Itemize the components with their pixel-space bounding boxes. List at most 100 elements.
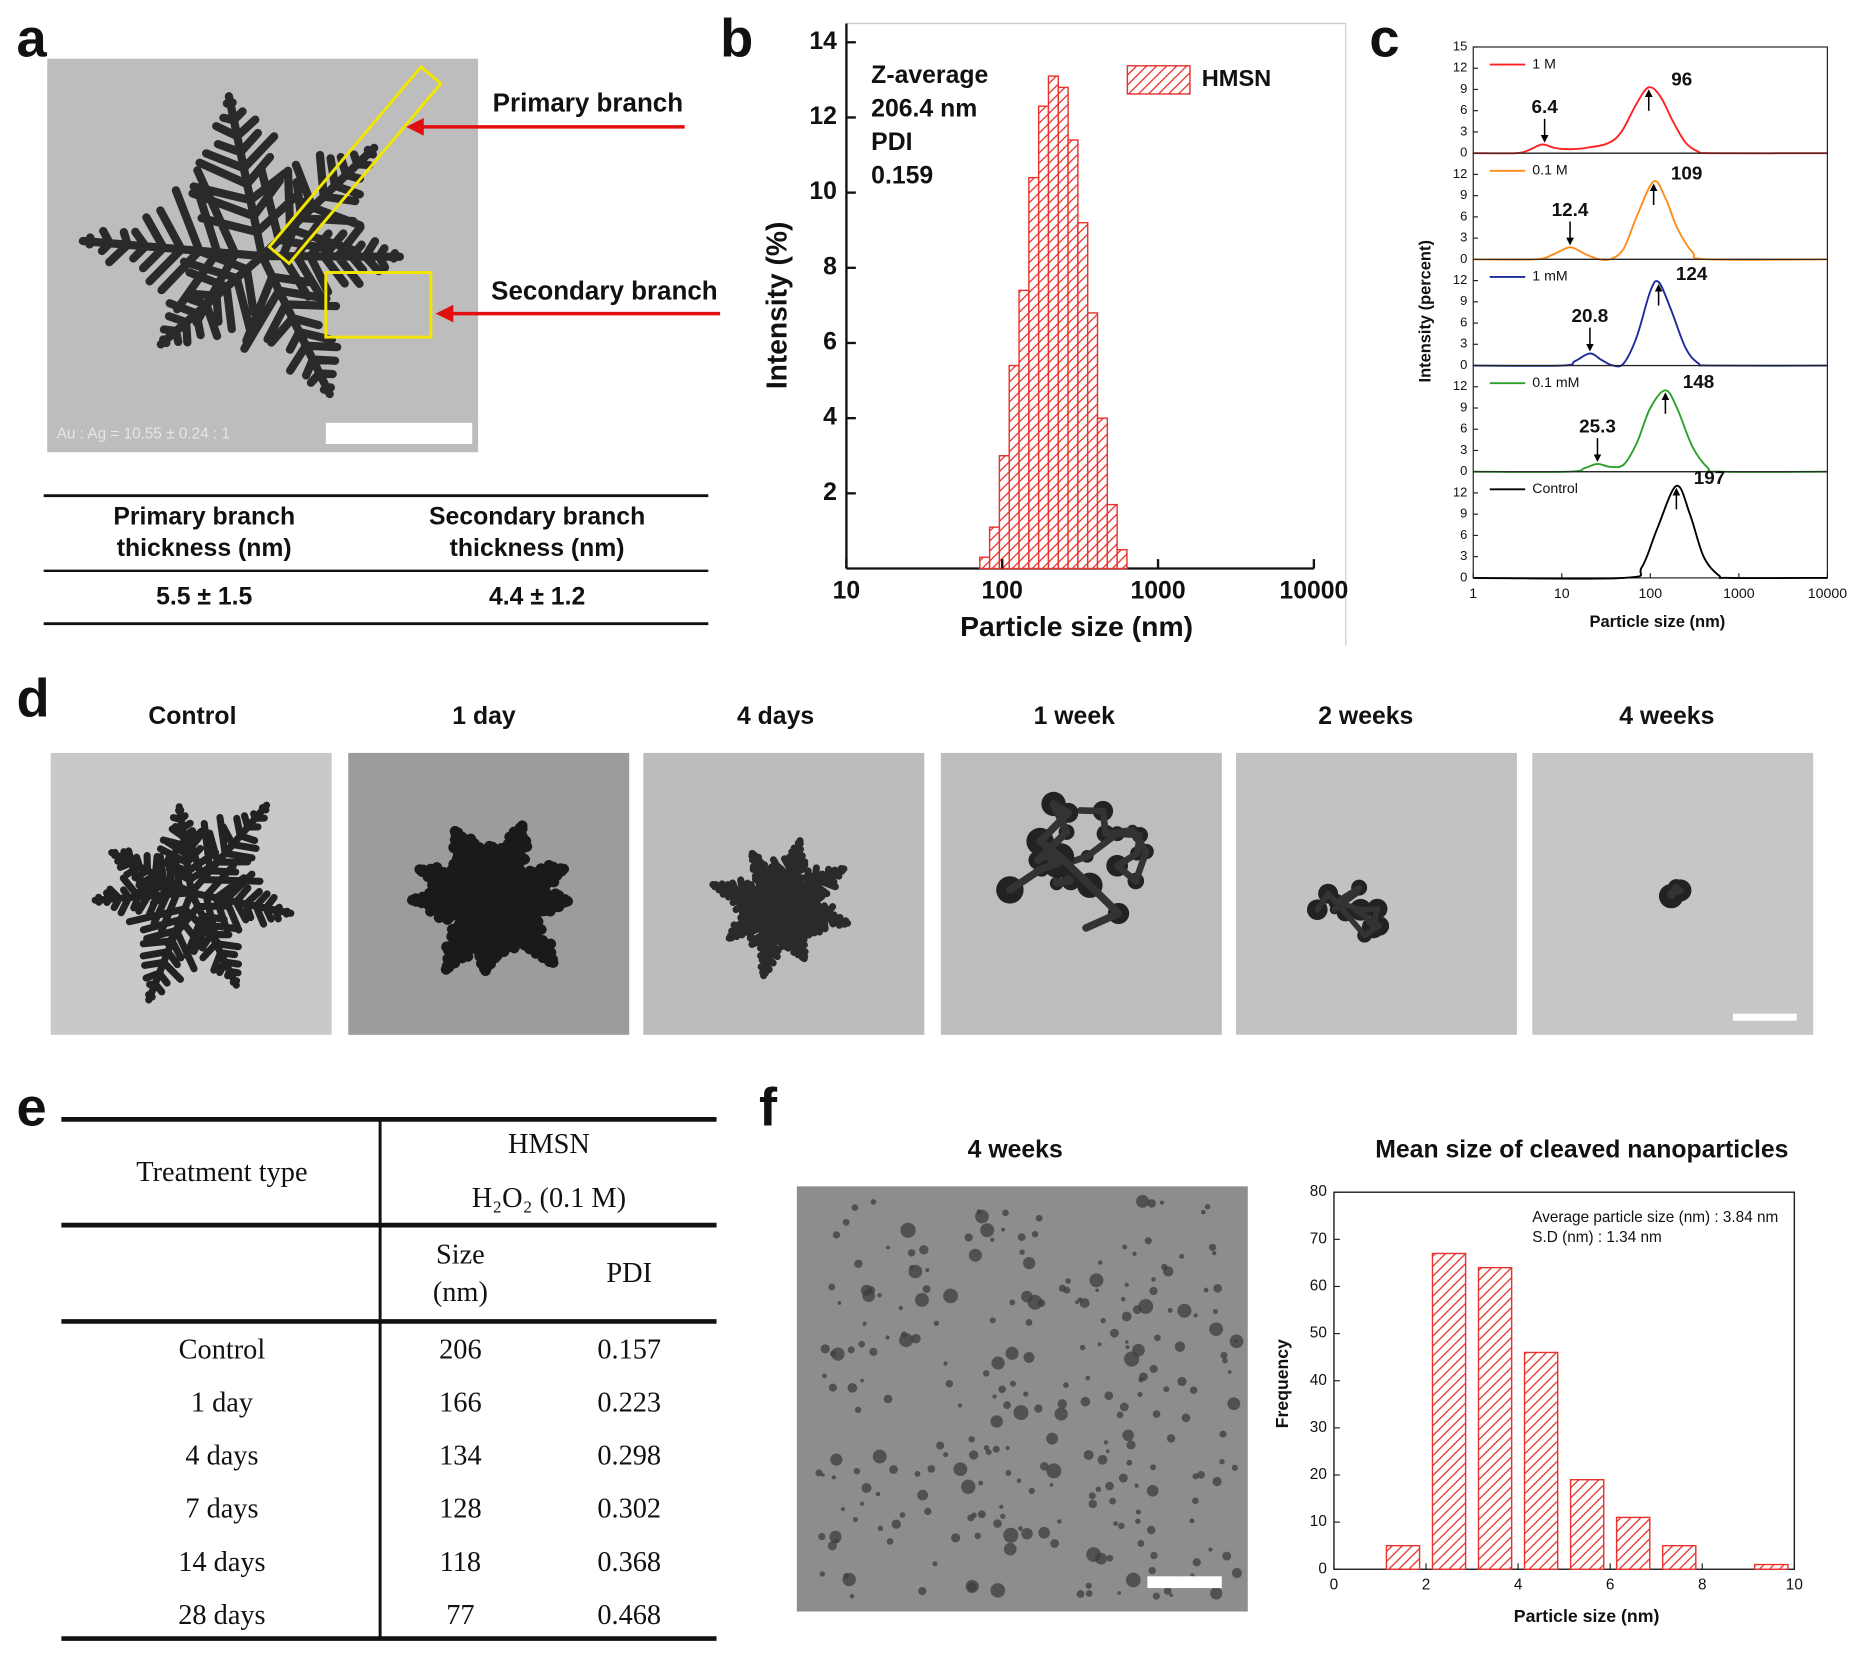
particle (1169, 1593, 1174, 1598)
x-tick-label: 1000 (1723, 585, 1755, 601)
y-tick-label: 0 (1460, 251, 1467, 266)
particle (922, 1285, 931, 1294)
particle (1147, 1199, 1156, 1208)
image-label: 2 weeks (1318, 703, 1413, 730)
particle (982, 1370, 990, 1377)
particle (1136, 1194, 1150, 1208)
particle (1085, 1375, 1091, 1381)
particle (822, 1373, 827, 1379)
bar (979, 556, 991, 570)
particle (1095, 1288, 1099, 1293)
y-tick-label: 6 (823, 329, 837, 356)
particle (1023, 1257, 1036, 1270)
peak-label: 12.4 (1552, 199, 1589, 220)
particle (831, 1475, 836, 1480)
table-cell: 5.5 ± 1.5 (156, 583, 253, 610)
panel-letter: b (720, 9, 753, 69)
table-cell: 0.468 (597, 1600, 661, 1631)
table-cell: 28 days (178, 1600, 265, 1631)
particle (1103, 1440, 1109, 1445)
particle (901, 1331, 908, 1338)
particle (1151, 1277, 1156, 1282)
particle (1038, 1526, 1051, 1539)
particle (932, 1561, 938, 1567)
y-tick-label: 9 (1460, 506, 1467, 521)
particle (1137, 1540, 1145, 1547)
x-tick-label: 0 (1330, 1577, 1339, 1594)
particle (840, 1507, 845, 1512)
bar (998, 455, 1010, 570)
particle (1057, 1399, 1068, 1409)
particle (828, 1383, 837, 1392)
image-label: 4 weeks (1619, 703, 1714, 730)
particle (854, 1406, 862, 1414)
particle (1000, 1513, 1006, 1519)
annotation: Average particle size (nm) : 3.84 nm (1532, 1209, 1778, 1226)
peak-label: 96 (1671, 68, 1692, 89)
particle (1095, 1486, 1102, 1492)
particle (1075, 1300, 1079, 1305)
y-tick-label: 6 (1460, 102, 1467, 117)
y-tick-label: 12 (1453, 272, 1467, 287)
y-tick-label: 6 (1460, 315, 1467, 330)
particle (1152, 1410, 1161, 1418)
particle (1231, 1464, 1238, 1471)
particle (1213, 1283, 1222, 1293)
particle (961, 1479, 976, 1494)
particle (1125, 1340, 1129, 1344)
particle (1003, 1542, 1017, 1556)
image-label: Control (148, 703, 236, 730)
particle (1149, 1286, 1158, 1296)
y-tick-label: 80 (1310, 1183, 1327, 1200)
image-caption: Au : Ag = 10.55 ± 0.24 : 1 (57, 426, 230, 443)
annotation: Secondary branch (491, 277, 717, 305)
peak-label: 6.4 (1531, 96, 1558, 117)
y-tick-label: 0 (1318, 1560, 1327, 1577)
y-tick-label: 6 (1460, 421, 1467, 436)
particle (989, 1317, 996, 1324)
x-tick-label: 10000 (1808, 585, 1848, 601)
particle (1009, 1299, 1016, 1306)
y-tick-label: 2 (823, 479, 837, 506)
particle (1125, 1572, 1141, 1588)
particle (1124, 1351, 1140, 1367)
bar (1037, 105, 1050, 570)
legend-swatch (1126, 65, 1191, 95)
particle (1150, 1464, 1157, 1471)
particle (830, 1453, 843, 1466)
particle (898, 1305, 903, 1311)
particle (1021, 1527, 1033, 1540)
particle (1005, 1346, 1019, 1360)
particle (1119, 1402, 1129, 1412)
bar (1077, 221, 1089, 570)
particle (819, 1571, 825, 1577)
particle (919, 1245, 929, 1255)
particle (1088, 1499, 1097, 1509)
legend-label: 1 mM (1532, 268, 1567, 284)
particle (1208, 1243, 1217, 1251)
y-tick-label: 6 (1460, 208, 1467, 223)
table-cell: 118 (440, 1547, 481, 1578)
table-cell: 0.298 (597, 1441, 661, 1472)
bar (1754, 1563, 1789, 1570)
peak-label: 25.3 (1579, 416, 1616, 437)
bar (1106, 503, 1118, 570)
y-tick-label: 0 (1460, 463, 1467, 478)
particle (1137, 1391, 1143, 1398)
y-tick-label: 30 (1310, 1419, 1327, 1436)
particle (1089, 1273, 1104, 1288)
particle (1189, 1518, 1195, 1524)
subplot-frame (1472, 152, 1828, 260)
particle (842, 1572, 856, 1587)
y-tick-label: 0 (1460, 569, 1467, 584)
particle (1193, 1313, 1198, 1318)
particle (849, 1594, 855, 1599)
particle (1222, 1357, 1228, 1364)
particle (1083, 1450, 1094, 1460)
y-tick-label: 9 (1460, 399, 1467, 414)
particle (831, 1347, 845, 1361)
annotation: Primary branch (493, 89, 683, 117)
image-label: 1 day (452, 703, 516, 730)
particle (983, 1445, 990, 1451)
